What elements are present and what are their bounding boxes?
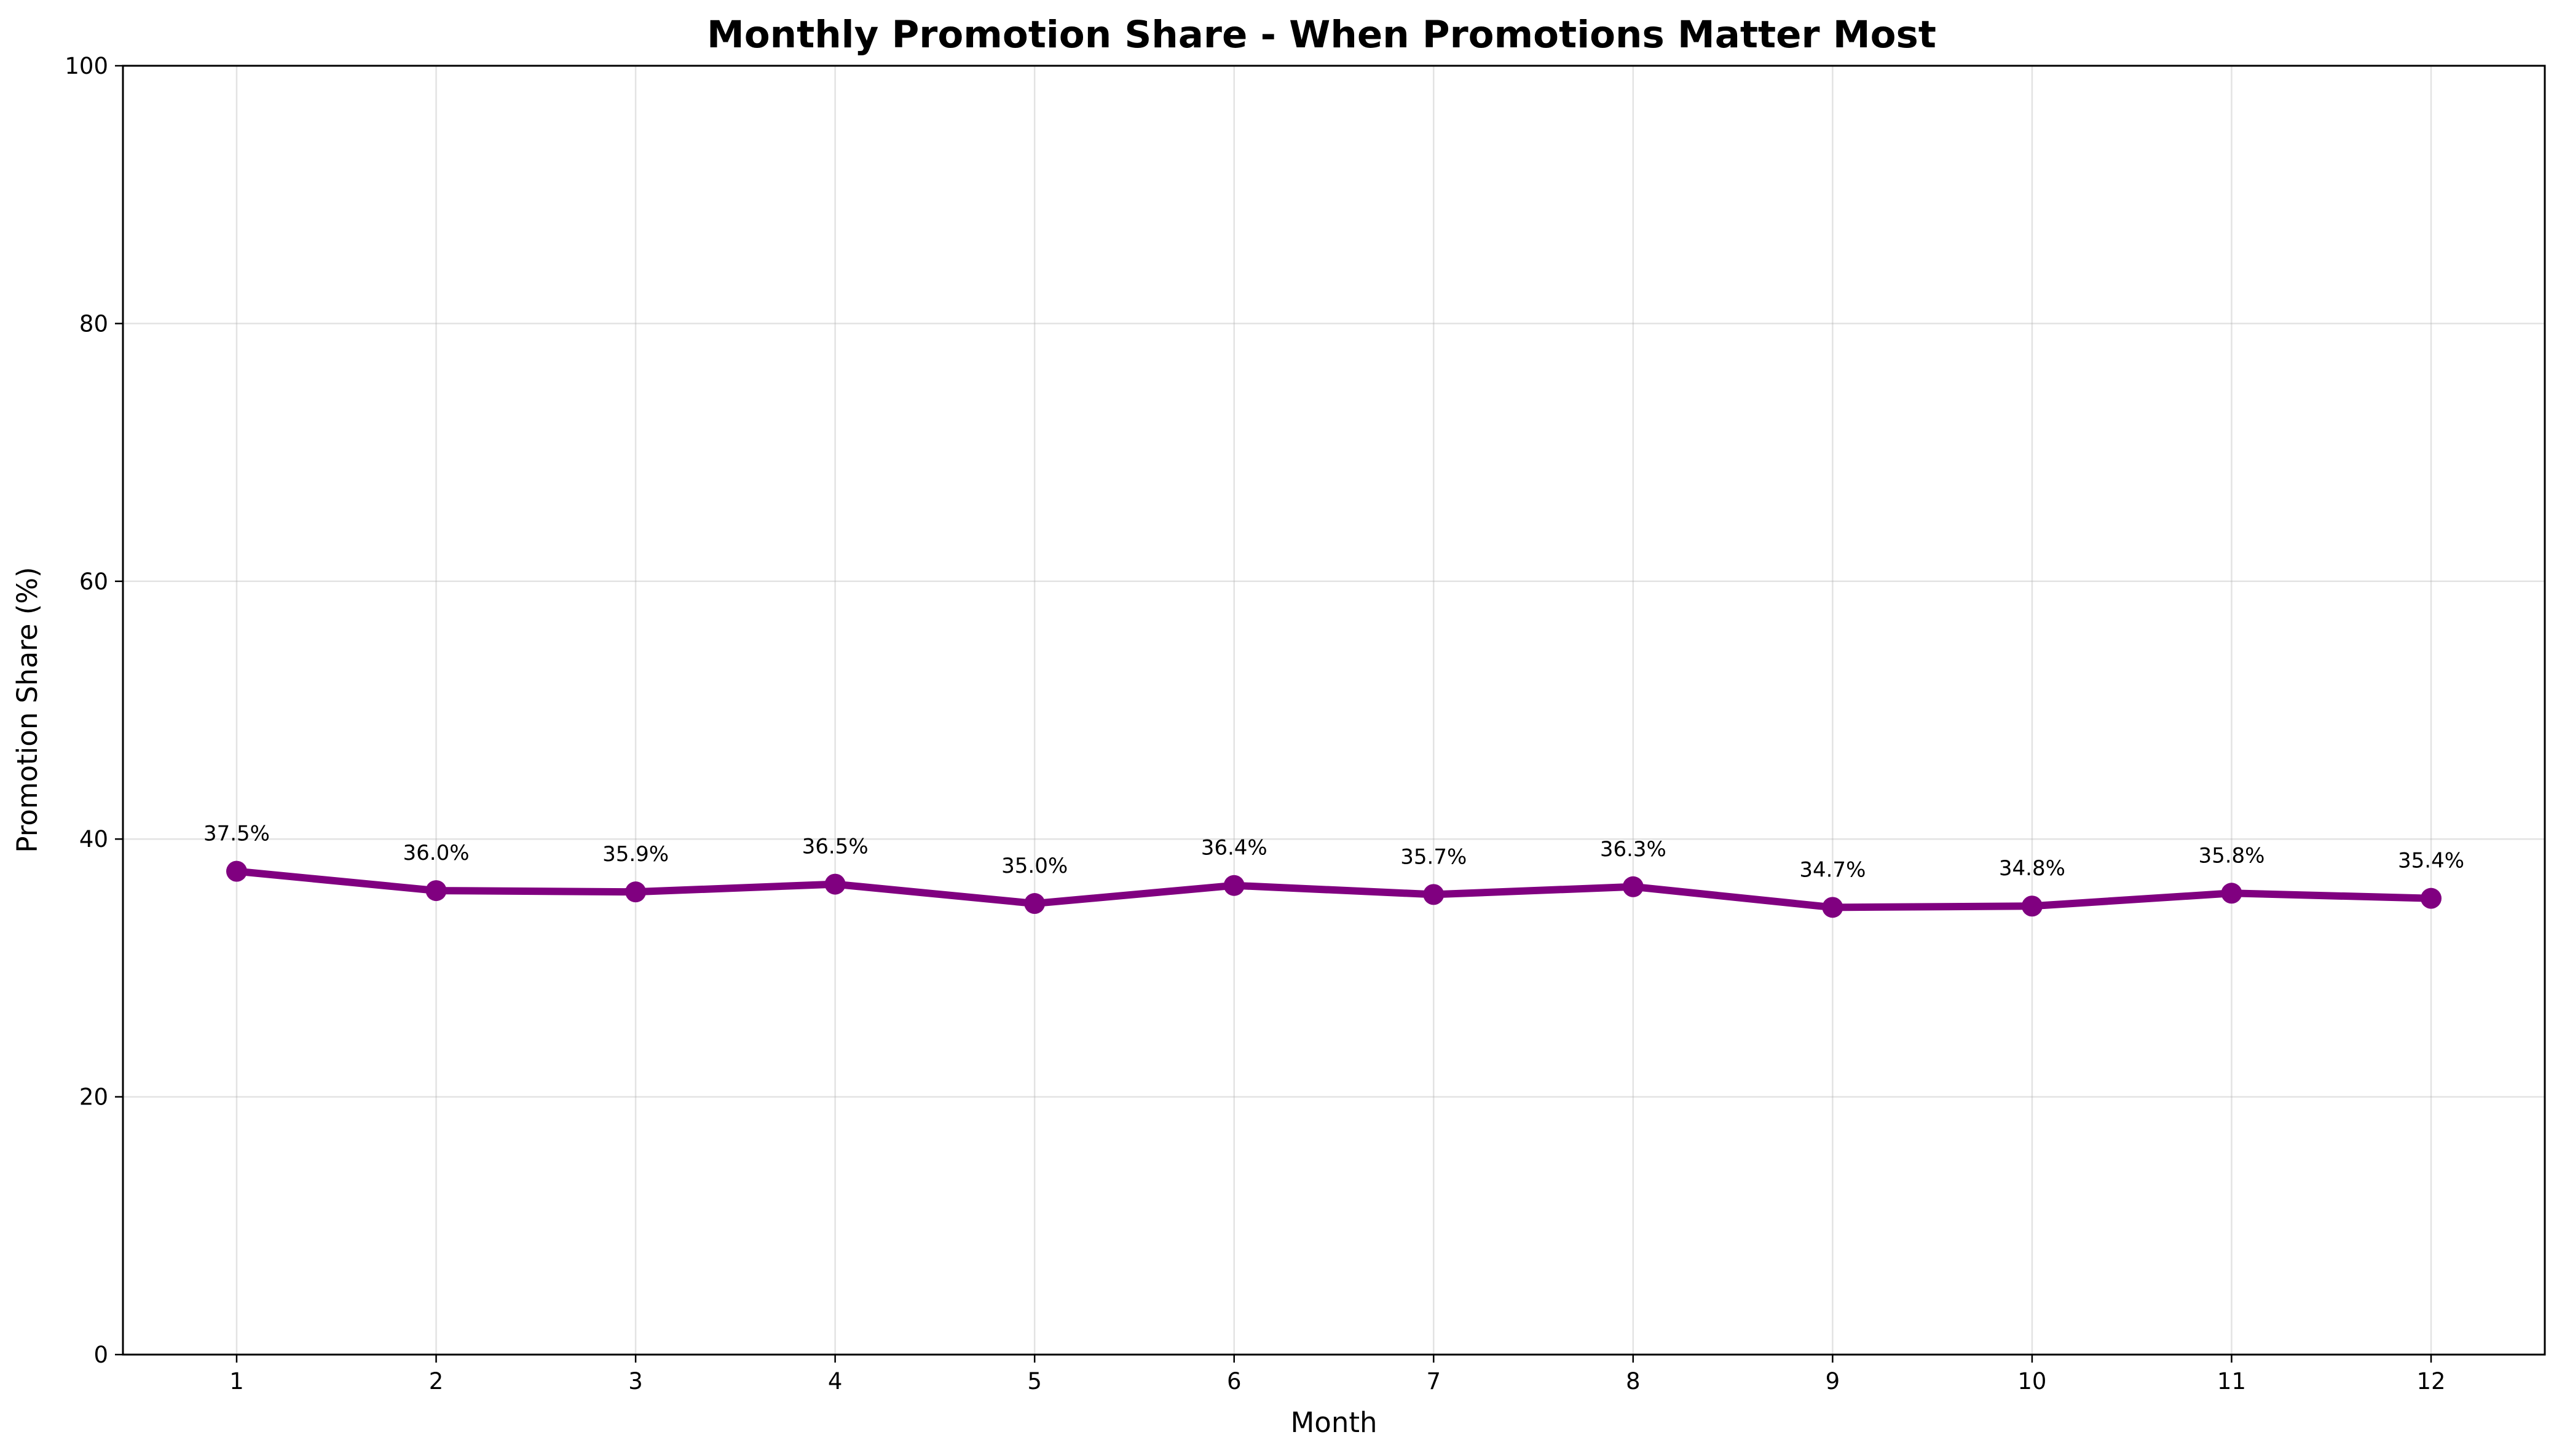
data-point xyxy=(1822,897,1843,918)
data-point xyxy=(1024,893,1046,915)
x-tick-label: 12 xyxy=(2416,1368,2445,1395)
x-tick-label: 7 xyxy=(1427,1368,1441,1395)
x-tick-label: 11 xyxy=(2217,1368,2246,1395)
series-line xyxy=(232,867,2435,911)
data-label: 34.8% xyxy=(1999,856,2065,881)
data-label: 35.0% xyxy=(1001,854,1068,878)
data-label: 36.0% xyxy=(403,841,470,865)
data-point xyxy=(1223,875,1245,896)
data-point xyxy=(824,873,846,895)
data-label: 34.7% xyxy=(1799,857,1866,882)
data-label: 35.9% xyxy=(602,842,669,867)
x-tick-label: 2 xyxy=(429,1368,444,1395)
series-layer xyxy=(226,860,2442,918)
data-point xyxy=(2421,887,2442,909)
x-tick-label: 5 xyxy=(1027,1368,1042,1395)
data-point xyxy=(1423,884,1445,905)
y-tick-label: 80 xyxy=(79,310,108,337)
x-tick-label: 3 xyxy=(628,1368,643,1395)
data-label: 35.8% xyxy=(2198,843,2264,868)
y-axis-label: Promotion Share (%) xyxy=(11,567,44,852)
x-tick-label: 6 xyxy=(1227,1368,1242,1395)
data-label: 36.3% xyxy=(1600,837,1666,862)
x-tick-label: 4 xyxy=(828,1368,843,1395)
data-point xyxy=(425,880,447,902)
data-labels: 37.5% 36.0% 35.9% 36.5% 35.0% 36.4% 35.7% 36.3%… xyxy=(203,822,2464,883)
y-tick-label: 0 xyxy=(93,1342,108,1368)
data-label: 37.5% xyxy=(203,822,270,846)
y-tick-label: 20 xyxy=(79,1084,108,1111)
data-label: 35.7% xyxy=(1400,844,1467,869)
x-tick-label: 10 xyxy=(2017,1368,2046,1395)
data-point xyxy=(1622,876,1644,897)
data-point xyxy=(625,881,647,903)
x-tick-label: 8 xyxy=(1626,1368,1641,1395)
data-label: 36.5% xyxy=(802,835,869,859)
grid-lines xyxy=(123,65,2545,1356)
data-point xyxy=(226,860,247,882)
y-tick-label: 100 xyxy=(65,53,108,79)
data-label: 36.4% xyxy=(1201,836,1267,860)
data-label: 35.4% xyxy=(2398,849,2464,873)
y-tick-label: 40 xyxy=(79,826,108,852)
x-axis-label: Month xyxy=(1290,1406,1377,1439)
y-tick-label: 60 xyxy=(79,569,108,595)
x-tick-label: 9 xyxy=(1826,1368,1840,1395)
chart-title: Monthly Promotion Share - When Promotion… xyxy=(707,13,1936,57)
data-point xyxy=(2021,895,2043,917)
x-tick-label: 1 xyxy=(229,1368,244,1395)
plot-frame xyxy=(122,65,2546,1356)
data-point xyxy=(2221,883,2242,904)
